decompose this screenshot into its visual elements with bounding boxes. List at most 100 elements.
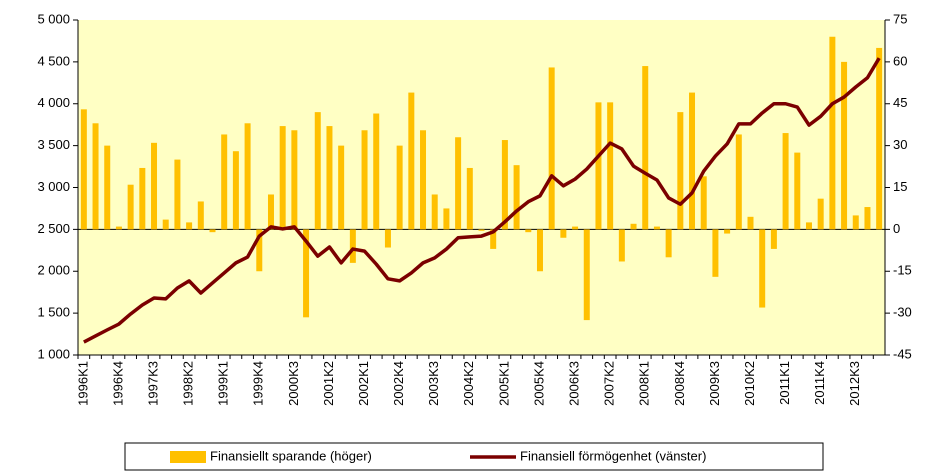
- bar: [501, 140, 508, 230]
- x-tick-label: 2001K2: [321, 361, 336, 406]
- x-tick-label: 2008K1: [637, 361, 652, 406]
- y-tick-label: 5 000: [37, 11, 70, 26]
- bar: [431, 194, 438, 230]
- x-tick-label: 2004K2: [461, 361, 476, 406]
- y-tick-label: 2 500: [37, 221, 70, 236]
- bar: [665, 229, 672, 258]
- bar: [572, 226, 579, 230]
- bar: [618, 229, 625, 262]
- bar: [876, 47, 883, 230]
- y-tick-label: 4 000: [37, 95, 70, 110]
- bar: [490, 229, 497, 249]
- x-tick-label: 2003K3: [426, 361, 441, 406]
- bar: [151, 142, 158, 230]
- y2-tick-label: -15: [893, 263, 912, 278]
- y-tick-label: 1 000: [37, 346, 70, 361]
- y-tick-label: 3 000: [37, 179, 70, 194]
- bar: [303, 229, 310, 318]
- y2-tick-label: -45: [893, 346, 912, 361]
- bar: [209, 229, 216, 233]
- bar: [536, 229, 543, 272]
- bar: [115, 226, 122, 230]
- bar: [712, 229, 719, 277]
- x-tick-label: 2011K1: [777, 361, 792, 405]
- bar: [607, 102, 614, 230]
- bar: [829, 36, 836, 230]
- bar: [560, 229, 567, 238]
- bar: [805, 222, 812, 230]
- bar: [548, 67, 555, 230]
- plot-area: [78, 20, 885, 355]
- bar: [338, 145, 345, 230]
- bar: [326, 126, 333, 230]
- x-tick-label: 2007K2: [602, 361, 617, 406]
- bar: [852, 215, 859, 230]
- bar: [197, 201, 204, 230]
- bar: [373, 113, 380, 230]
- bar: [174, 159, 181, 230]
- bar: [127, 184, 134, 230]
- bar: [525, 229, 532, 233]
- bar: [361, 130, 368, 230]
- bar: [583, 229, 590, 321]
- bar: [186, 222, 193, 230]
- bar: [267, 194, 274, 230]
- y2-tick-label: 60: [893, 53, 907, 68]
- y2-tick-label: 15: [893, 179, 907, 194]
- bar: [349, 229, 356, 263]
- y-tick-label: 4 500: [37, 53, 70, 68]
- x-tick-label: 2002K1: [356, 361, 371, 406]
- bar: [724, 229, 731, 234]
- x-tick-label: 2006K3: [567, 361, 582, 406]
- bar: [478, 229, 485, 231]
- bar: [455, 137, 462, 230]
- legend-label: Finansiellt sparande (höger): [210, 448, 372, 463]
- bar: [630, 223, 637, 230]
- bar: [595, 102, 602, 230]
- x-tick-label: 2011K4: [812, 361, 827, 405]
- bar: [466, 167, 473, 230]
- bar: [244, 123, 251, 230]
- x-tick-label: 1996K1: [75, 361, 90, 406]
- bar: [256, 229, 263, 272]
- bar: [735, 134, 742, 230]
- bar: [794, 152, 801, 230]
- x-tick-label: 2010K2: [742, 361, 757, 406]
- bar: [162, 219, 169, 230]
- bar: [677, 112, 684, 230]
- x-tick-label: 2005K4: [531, 361, 546, 406]
- x-tick-label: 1996K4: [110, 361, 125, 406]
- bar: [864, 207, 871, 230]
- bar: [291, 130, 298, 230]
- bar: [513, 165, 520, 230]
- bar: [92, 123, 99, 230]
- y2-tick-label: 75: [893, 11, 907, 26]
- bar: [700, 176, 707, 230]
- bar: [642, 66, 649, 230]
- bar: [841, 61, 848, 230]
- y-tick-label: 2 000: [37, 263, 70, 278]
- bar: [759, 229, 766, 308]
- bar: [80, 109, 87, 230]
- y2-tick-label: 45: [893, 95, 907, 110]
- x-tick-label: 1999K1: [216, 361, 231, 406]
- x-tick-label: 2009K3: [707, 361, 722, 406]
- x-tick-label: 2002K4: [391, 361, 406, 406]
- y2-tick-label: 0: [893, 221, 900, 236]
- bar: [139, 167, 146, 230]
- bar: [817, 198, 824, 230]
- y-tick-label: 3 500: [37, 137, 70, 152]
- bar: [689, 92, 696, 230]
- x-tick-label: 1998K2: [181, 361, 196, 406]
- x-tick-label: 2005K1: [496, 361, 511, 406]
- x-tick-label: 2012K3: [847, 361, 862, 406]
- y2-tick-label: 30: [893, 137, 907, 152]
- line: [83, 57, 881, 344]
- y-tick-label: 1 500: [37, 305, 70, 320]
- legend-swatch: [170, 451, 206, 463]
- bar: [653, 226, 660, 230]
- bar: [279, 126, 286, 230]
- x-tick-label: 1997K3: [145, 361, 160, 406]
- bar: [232, 151, 239, 230]
